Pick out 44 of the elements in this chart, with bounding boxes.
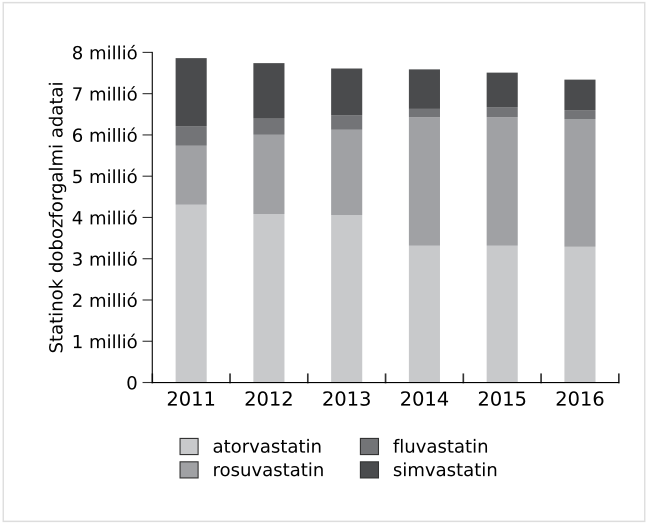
- bar: [408, 69, 440, 109]
- bar: [176, 58, 207, 126]
- x-tick-label: 2013: [323, 391, 370, 406]
- x-tick-label: 2011: [168, 391, 214, 406]
- bar: [331, 115, 362, 130]
- y-tick-label: 4 millió: [72, 210, 137, 225]
- y-tick-label: 5 millió: [73, 168, 137, 184]
- bar: [564, 246, 596, 383]
- bar: [176, 146, 207, 205]
- x-tick-label: 2016: [556, 391, 604, 406]
- bar: [253, 214, 284, 383]
- bar: [331, 68, 362, 116]
- bar: [253, 134, 284, 214]
- bar: [408, 108, 440, 118]
- bar: [564, 119, 596, 247]
- bar: [486, 107, 518, 118]
- bar: [331, 214, 362, 383]
- bar: [486, 246, 518, 383]
- y-axis-title: Statinok dobozforgalmi adatai: [48, 83, 66, 352]
- bar: [564, 110, 596, 120]
- y-tick-label: 8 millió: [72, 44, 137, 60]
- bar: [253, 118, 284, 135]
- legend-label: atorvastatin: [214, 438, 320, 453]
- bar: [564, 80, 596, 110]
- x-tick-label: 2015: [478, 391, 526, 406]
- bar: [253, 63, 284, 118]
- bar: [176, 204, 207, 383]
- legend-label: fluvastatin: [393, 438, 488, 453]
- y-tick-label: 0: [127, 376, 136, 390]
- bar: [486, 117, 518, 246]
- bar: [486, 72, 518, 108]
- bar: [408, 246, 440, 383]
- y-tick-label: 1 millió: [74, 334, 137, 348]
- bar: [331, 130, 362, 215]
- y-tick-label: 7 millió: [73, 86, 137, 101]
- y-tick-label: 6 millió: [73, 127, 137, 142]
- y-tick-label: 2 millió: [73, 292, 137, 308]
- legend-label: rosuvastatin: [214, 462, 323, 476]
- bar: [408, 117, 440, 246]
- legend-label: simvastatin: [394, 462, 496, 476]
- y-tick-label: 3 millió: [73, 251, 137, 266]
- bar: [176, 126, 207, 146]
- x-tick-label: 2014: [401, 391, 448, 406]
- x-tick-label: 2012: [246, 391, 292, 406]
